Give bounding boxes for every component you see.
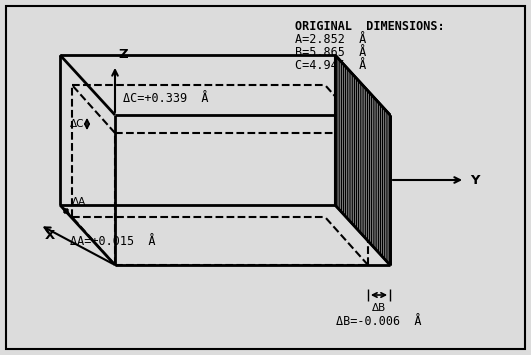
Text: ΔC: ΔC <box>70 119 84 129</box>
Text: C=4.945  Å: C=4.945 Å <box>295 59 366 72</box>
Text: ΔB=-0.006  Å: ΔB=-0.006 Å <box>336 315 422 328</box>
Text: ΔB: ΔB <box>372 303 386 313</box>
Text: ΔA: ΔA <box>72 197 86 207</box>
Text: B=5.865  Å: B=5.865 Å <box>295 46 366 59</box>
Polygon shape <box>335 55 390 265</box>
Text: A=2.852  Å: A=2.852 Å <box>295 33 366 46</box>
Text: Z: Z <box>118 48 127 61</box>
Text: ΔA=+0.015  Å: ΔA=+0.015 Å <box>70 235 156 248</box>
Text: X: X <box>45 229 55 242</box>
Text: ΔC=+0.339  Å: ΔC=+0.339 Å <box>123 92 209 105</box>
Text: Y: Y <box>470 174 479 186</box>
Text: ORIGINAL  DIMENSIONS:: ORIGINAL DIMENSIONS: <box>295 20 444 33</box>
